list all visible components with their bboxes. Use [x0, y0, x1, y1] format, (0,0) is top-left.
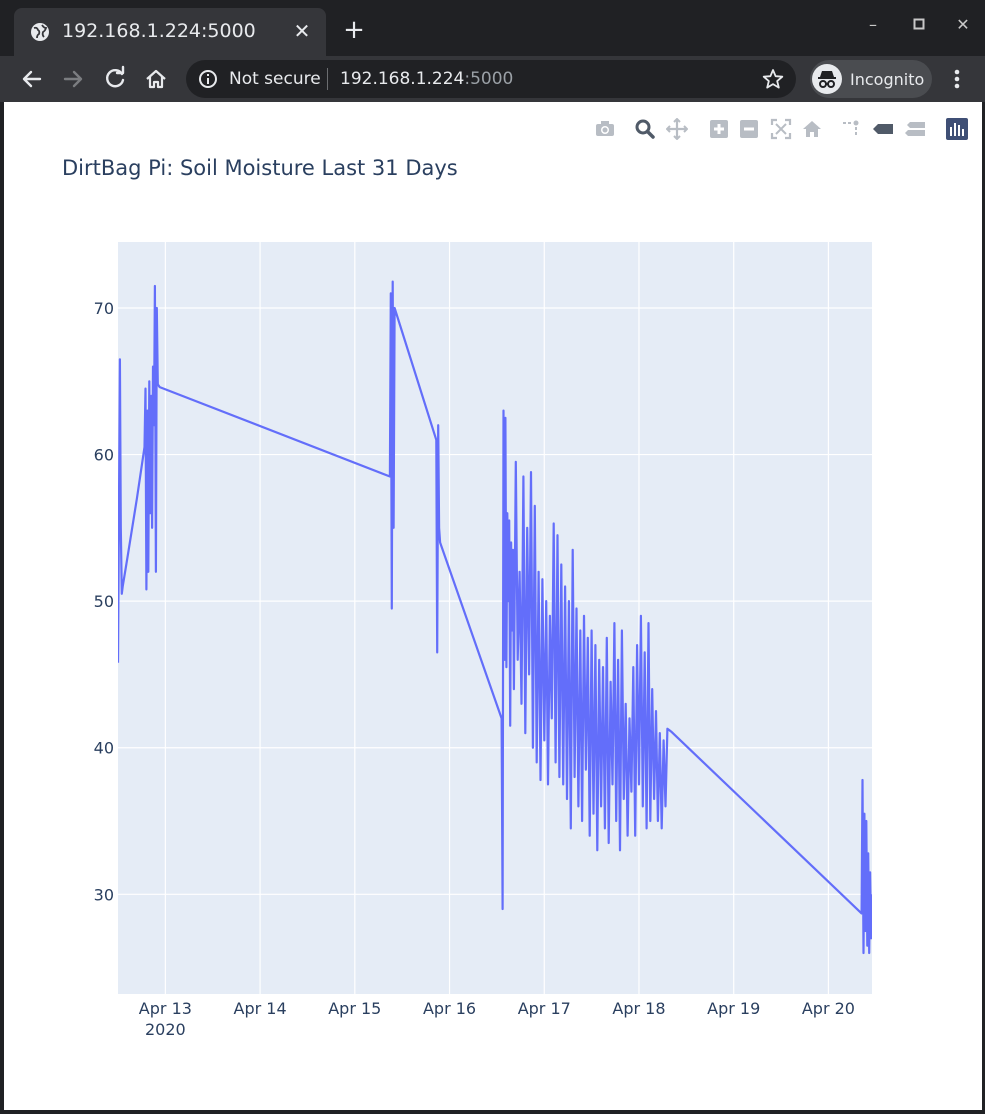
security-label[interactable]: Not secure — [229, 69, 321, 89]
autoscale-icon[interactable] — [770, 118, 792, 140]
y-tick-label: 60 — [94, 446, 114, 465]
plotly-logo-icon[interactable] — [946, 118, 968, 140]
x-tick-label: Apr 13 — [139, 999, 192, 1018]
reset-axes-icon[interactable] — [801, 118, 823, 140]
url-text[interactable]: 192.168.1.224:5000 — [340, 69, 513, 89]
bookmark-star-icon[interactable] — [762, 68, 784, 90]
close-tab-icon[interactable]: ✕ — [293, 19, 311, 43]
x-tick-label: Apr 19 — [707, 999, 760, 1018]
y-tick-label: 40 — [94, 739, 114, 758]
url-host: 192.168.1.224 — [340, 69, 465, 89]
y-tick-label: 30 — [94, 885, 114, 904]
tab-strip: 192.168.1.224:5000 ✕ + – ✕ — [0, 0, 985, 56]
url-port: :5000 — [464, 69, 514, 89]
x-tick-label: Apr 17 — [518, 999, 571, 1018]
x-tick-label: Apr 20 — [802, 999, 855, 1018]
moisture-chart[interactable]: 30 40 50 60 70 Apr 13 2020 Apr 14 Apr 15 Apr 16 Ap… — [4, 102, 982, 1110]
close-window-icon[interactable]: ✕ — [956, 15, 970, 34]
browser-toolbar: Not secure 192.168.1.224:5000 Incognito — [0, 56, 985, 102]
reload-icon[interactable] — [101, 65, 129, 93]
series-line — [118, 280, 872, 955]
home-icon[interactable] — [142, 65, 170, 93]
maximize-icon[interactable] — [904, 12, 934, 38]
camera-icon[interactable] — [594, 118, 616, 140]
x-tick-label: Apr 18 — [612, 999, 665, 1018]
menu-icon[interactable] — [946, 67, 968, 91]
chart-title: DirtBag Pi: Soil Moisture Last 31 Days — [62, 156, 458, 180]
forward-icon[interactable] — [59, 65, 87, 93]
pan-icon[interactable] — [666, 118, 688, 140]
browser-tab[interactable]: 192.168.1.224:5000 ✕ — [14, 8, 326, 56]
incognito-profile-button[interactable]: Incognito — [810, 60, 932, 98]
plot-background — [118, 242, 872, 994]
plotly-modebar — [4, 102, 982, 152]
info-icon[interactable] — [198, 69, 218, 89]
hover-closest-icon[interactable] — [872, 118, 894, 140]
globe-icon — [31, 23, 49, 41]
incognito-icon — [812, 64, 842, 94]
x-tick-label: Apr 15 — [328, 999, 381, 1018]
x-tick-label: Apr 16 — [423, 999, 476, 1018]
incognito-label: Incognito — [850, 70, 925, 89]
zoom-out-icon[interactable] — [738, 118, 760, 140]
new-tab-icon[interactable]: + — [343, 15, 365, 45]
address-bar[interactable]: Not secure 192.168.1.224:5000 — [186, 60, 796, 98]
hover-compare-icon[interactable] — [904, 118, 926, 140]
spike-lines-icon[interactable] — [840, 118, 862, 140]
zoom-icon[interactable] — [634, 118, 656, 140]
zoom-in-icon[interactable] — [708, 118, 730, 140]
y-tick-label: 50 — [94, 592, 114, 611]
tab-title: 192.168.1.224:5000 — [62, 20, 256, 42]
page-content: DirtBag Pi: Soil Moisture Last 31 Days 3… — [4, 102, 982, 1110]
x-tick-sublabel: 2020 — [145, 1020, 186, 1039]
x-tick-label: Apr 14 — [234, 999, 287, 1018]
divider — [327, 68, 328, 90]
y-tick-label: 70 — [94, 299, 114, 318]
minimize-icon[interactable]: – — [869, 15, 877, 34]
back-icon[interactable] — [18, 65, 46, 93]
